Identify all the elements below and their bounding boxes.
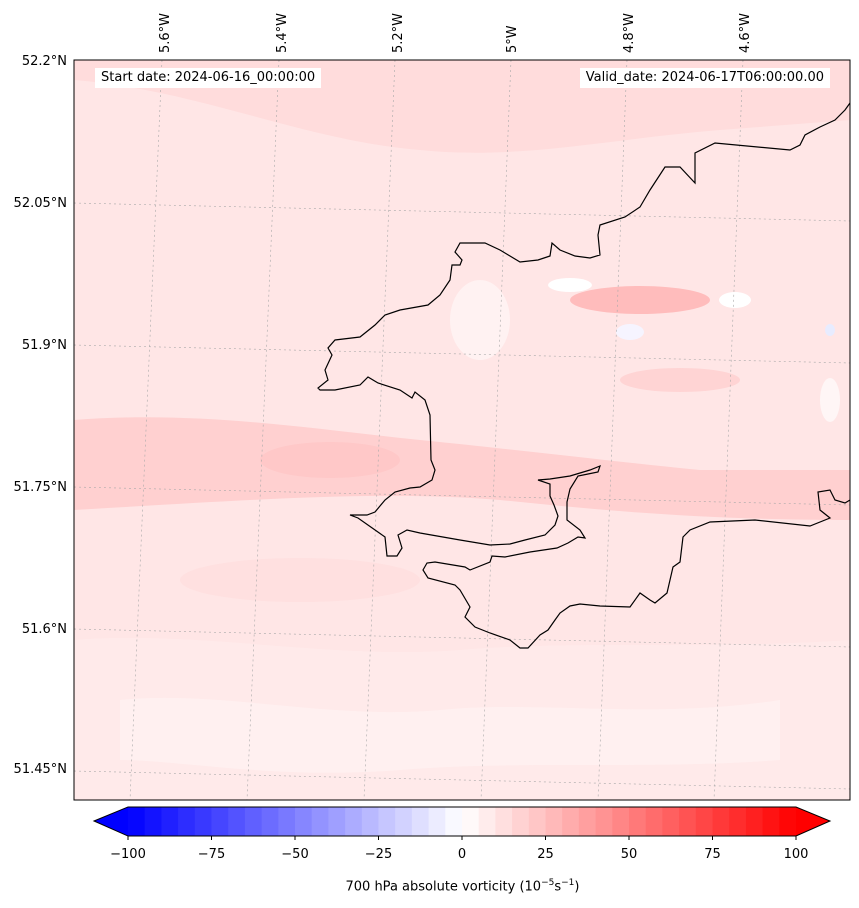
colorbar-segment [361, 807, 380, 836]
colorbar-segment [478, 807, 496, 836]
lon-tick-label: 4.8°W [622, 13, 637, 53]
colorbar-segment [295, 807, 313, 836]
colorbar-segment [445, 807, 463, 836]
colorbar-segment [311, 807, 329, 836]
lon-tick-label: 5°W [505, 25, 520, 53]
colorbar-segment [211, 807, 229, 836]
valid-date-label: Valid_date: 2024-06-17T06:00:00.00 [579, 68, 830, 88]
colorbar-segment [595, 807, 613, 836]
colorbar-segment [512, 807, 530, 836]
lat-tick-label: 51.9°N [22, 338, 67, 353]
colorbar-segment [161, 807, 179, 836]
lon-tick-label: 5.4°W [275, 13, 290, 53]
colorbar-segment [712, 807, 730, 836]
colorbar-segment [495, 807, 513, 836]
lon-tick-label: 5.6°W [158, 13, 173, 53]
colorbar-tick-label: −75 [198, 847, 225, 862]
lat-tick-label: 52.2°N [22, 54, 67, 69]
colorbar-segment [428, 807, 446, 836]
colorbar-segment [228, 807, 246, 836]
colorbar-segment [345, 807, 363, 836]
colorbar-segment [411, 807, 430, 836]
lat-tick-labels: 52.2°N 52.05°N 51.9°N 51.75°N 51.6°N 51.… [14, 54, 67, 777]
vorticity-field [74, 60, 850, 800]
colorbar-tick-label: −50 [281, 847, 308, 862]
colorbar-tick-label: 75 [704, 847, 721, 862]
colorbar-segment [178, 807, 196, 836]
colorbar-segment [745, 807, 764, 836]
colorbar-segment [578, 807, 597, 836]
colorbar-segment [695, 807, 714, 836]
lon-tick-labels: 5.6°W 5.4°W 5.2°W 5°W 4.8°W 4.6°W [158, 13, 753, 53]
colorbar-tick-label: −100 [110, 847, 146, 862]
colorbar-segment [545, 807, 563, 836]
lat-tick-label: 52.05°N [14, 196, 67, 211]
colorbar-segment [261, 807, 279, 836]
colorbar-title: 700 hPa absolute vorticity (10−5s−1) [0, 878, 859, 894]
colorbar-title-exp1: −5 [541, 878, 555, 888]
colorbar-segment [128, 807, 146, 836]
colorbar-segment [645, 807, 663, 836]
colorbar-tick-label: 50 [621, 847, 638, 862]
colorbar-title-exp2: −1 [561, 878, 575, 888]
colorbar-segment [562, 807, 580, 836]
colorbar-segment [462, 807, 480, 836]
colorbar-segment [762, 807, 780, 836]
colorbar-title-prefix: 700 hPa absolute vorticity (10 [345, 879, 542, 895]
colorbar-segment [629, 807, 647, 836]
lat-tick-label: 51.75°N [14, 480, 67, 495]
colorbar-segment [194, 807, 213, 836]
coastline [317, 102, 851, 649]
lon-tick-label: 4.6°W [738, 13, 753, 53]
lat-tick-label: 51.45°N [14, 762, 67, 777]
colorbar-segment [244, 807, 263, 836]
colorbar-segment [378, 807, 396, 836]
colorbar-title-mid: s [554, 879, 562, 895]
colorbar-max-extension [796, 807, 830, 836]
colorbar-segments [128, 807, 797, 836]
lat-tick-label: 51.6°N [22, 622, 67, 637]
lon-tick-label: 5.2°W [391, 13, 406, 53]
colorbar-segment [395, 807, 413, 836]
colorbar-segment [278, 807, 296, 836]
colorbar-segment [662, 807, 680, 836]
colorbar-segment [779, 807, 797, 836]
colorbar-tick-label: 100 [784, 847, 809, 862]
colorbar-segment [144, 807, 162, 836]
colorbar-segment [328, 807, 346, 836]
colorbar-min-extension [94, 807, 128, 836]
colorbar-tick-label: −25 [365, 847, 392, 862]
colorbar-segment [679, 807, 697, 836]
colorbar-ticks: −100 −75 −50 −25 0 25 50 75 100 [110, 836, 808, 862]
colorbar-segment [729, 807, 747, 836]
colorbar-segment [528, 807, 547, 836]
colorbar-segment [612, 807, 630, 836]
colorbar-tick-label: 25 [537, 847, 554, 862]
graticule [73, 59, 851, 801]
colorbar-tick-label: 0 [458, 847, 466, 862]
start-date-label: Start date: 2024-06-16_00:00:00 [95, 68, 322, 88]
colorbar-title-suffix: ) [574, 879, 580, 895]
map-frame [73, 59, 851, 801]
